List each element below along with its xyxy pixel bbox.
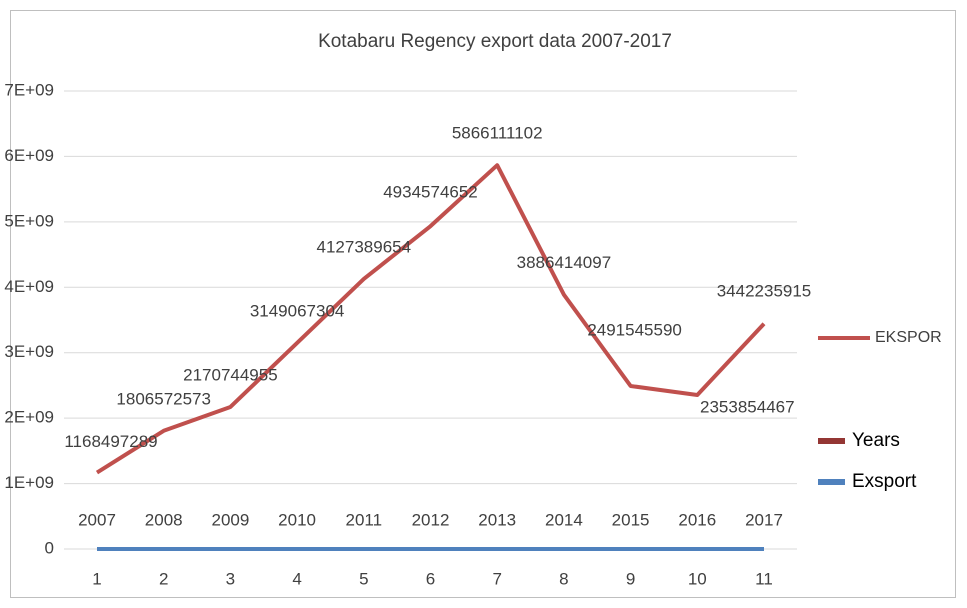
x-tick-label: 10 [688,569,707,588]
y-tick-label: 5E+09 [4,211,54,230]
x-tick-label: 8 [559,569,568,588]
series-line [95,163,766,475]
y-tick-label: 7E+09 [4,80,54,99]
y-tick-label: 6E+09 [4,146,54,165]
data-label: 2013 [478,510,516,529]
x-tick-label: 3 [226,569,235,588]
x-tick-label: 2 [159,569,168,588]
data-label: 2491545590 [587,320,682,339]
legend-swatch [818,438,845,444]
legend-label: Years [852,430,900,451]
data-label: 4934574652 [383,183,478,202]
legend-label: Exsport [852,471,917,492]
data-label: 1168497289 [64,432,157,451]
x-tick-label: 5 [359,569,368,588]
data-label: 2014 [545,510,583,529]
chart-title: Kotabaru Regency export data 2007-2017 [318,31,672,52]
data-label: 2017 [745,510,783,529]
data-label: 2009 [211,510,249,529]
y-tick-label: 1E+09 [4,473,54,492]
data-label: 1806572573 [116,389,211,408]
y-tick-label: 4E+09 [4,277,54,296]
x-tick-label: 7 [492,569,501,588]
data-label: 2016 [678,510,716,529]
data-label: 2008 [145,510,183,529]
data-label: 2015 [612,510,650,529]
data-label: 2353854467 [700,397,795,416]
y-tick-label: 2E+09 [4,408,54,427]
data-label: 3442235915 [717,281,812,300]
y-tick-label: 0 [45,538,54,557]
y-tick-label: 3E+09 [4,342,54,361]
x-tick-label: 6 [426,569,435,588]
data-label: 3149067304 [250,301,345,320]
legend-swatch [818,479,845,485]
data-label: 2170744955 [183,365,278,384]
data-label: 2010 [278,510,316,529]
legend-label: EKSPOR [875,329,942,346]
data-label: 2011 [346,510,383,529]
data-label: 2007 [78,510,116,529]
data-label: 4127389654 [317,237,412,256]
data-label: 5866111102 [452,124,543,143]
x-tick-label: 9 [626,569,635,588]
chart-border [10,10,956,598]
data-label: 2012 [412,510,450,529]
x-tick-label: 4 [292,569,301,588]
x-tick-label: 1 [92,569,101,588]
data-label: 3886414097 [517,253,612,272]
x-tick-label: 11 [755,569,773,588]
